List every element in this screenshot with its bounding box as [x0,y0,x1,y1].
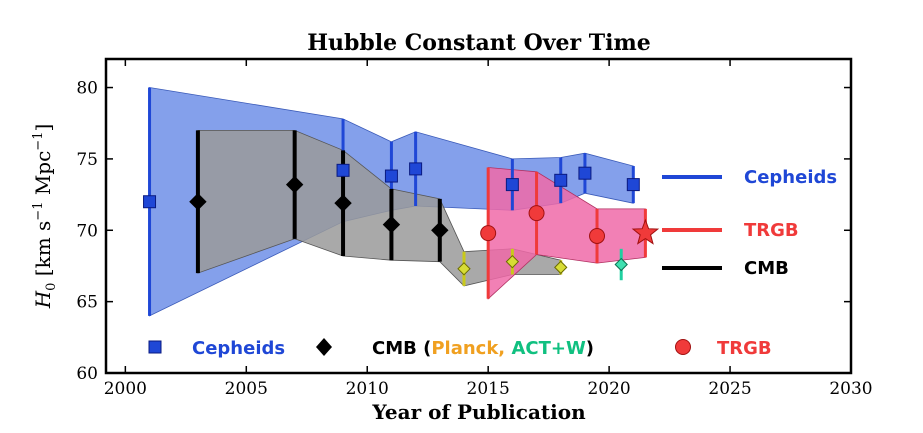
plot-frame [104,57,853,375]
legend-actw-label: ACT+W [511,338,586,359]
trgb-point-star [631,218,660,245]
cepheids-point-square [554,173,568,187]
cmb-point-diamond [189,193,207,211]
legend-cmb-prefix: CMB ( [372,338,431,359]
legend-cmb-marker [316,338,332,356]
bands-layer [149,87,646,317]
cmb-point-diamond [285,175,304,194]
legend-planck-label: Planck, [431,338,505,359]
cepheids-point-square [578,166,592,180]
cepheids-point-square [505,178,519,192]
planck-point-diamond [457,262,471,276]
y-tick-label: 80 [76,79,98,99]
y-tick-label: 60 [76,364,98,384]
x-tick-label: 2025 [708,379,751,399]
cmb-point-diamond [334,194,352,212]
x-tick-label: 2005 [225,379,268,399]
legend-bottom-cmb: CMB (Planck, ACT+W) [372,338,594,359]
legend-cmb-suffix: ) [586,338,594,359]
cepheids-point-square [143,195,157,209]
ticks-layer [106,59,852,374]
cepheids-point-square [409,162,423,176]
legend-bottom-trgb: TRGB [717,338,772,359]
x-tick-label: 2030 [829,379,872,399]
legend-right: Cepheids TRGB CMB [662,167,837,279]
marker-layer [143,162,660,276]
legend-bottom: Cepheids CMB (Planck, ACT+W) TRGB [148,338,772,359]
cmb-point-diamond [431,221,449,239]
x-tick-label: 2010 [346,379,389,399]
legend-cmb-label: CMB [744,258,789,279]
y-tick-label: 65 [76,293,98,313]
legend-trgb-label: TRGB [744,220,799,241]
y-tick-label: 75 [76,150,98,170]
y-axis-label: H0 [km s−1 Mpc−1] [31,124,59,310]
legend-cepheids-marker [148,340,162,354]
x-tick-label: 2020 [587,379,630,399]
cmb-point-diamond [382,215,401,234]
planck-point-diamond [554,260,568,275]
planck-point-diamond [505,254,520,269]
svg-text:H0 [km s−1 Mpc−1]: H0 [km s−1 Mpc−1] [31,124,59,310]
x-tick-label: 2015 [467,379,510,399]
legend-trgb-marker [675,339,691,355]
ticklabel-layer: 2000 2005 2010 2015 2020 2025 2030 60 65 70 75 80 [76,79,872,399]
trgb-point-circle [528,205,545,222]
legend-bottom-cepheids: Cepheids [192,338,285,359]
act-w-point-diamond [614,257,628,272]
x-axis-label: Year of Publication [371,400,586,424]
trgb-point-circle [589,227,606,244]
cepheids-point-square [626,178,640,192]
cepheids-point-square [384,169,398,183]
y-tick-label: 70 [76,221,98,241]
cepheids-point-square [336,163,350,177]
trgb-point-circle [480,225,497,242]
legend-cepheids-label: Cepheids [744,167,837,188]
x-tick-label: 2000 [104,379,147,399]
chart-title: Hubble Constant Over Time [307,30,651,56]
